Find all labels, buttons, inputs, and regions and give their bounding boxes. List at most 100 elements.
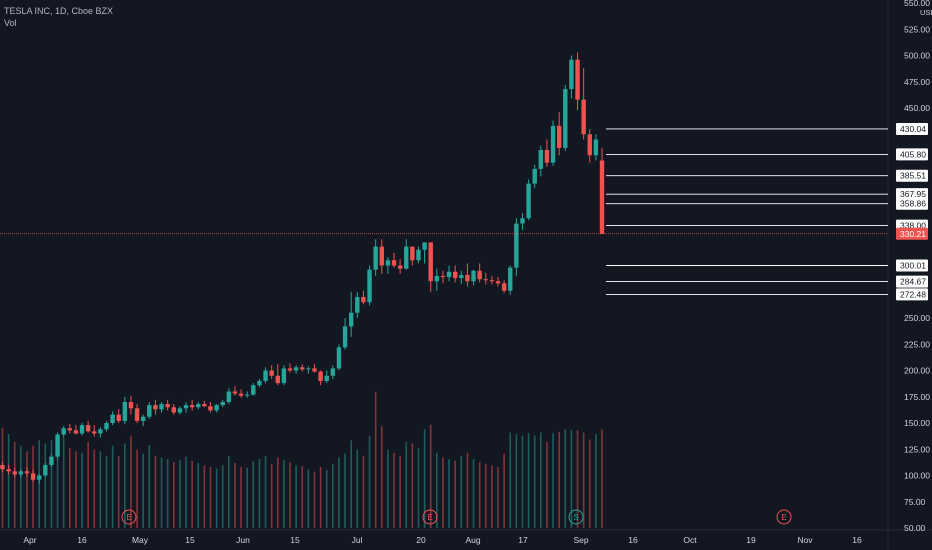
x-tick-label: Sep bbox=[573, 535, 588, 545]
candle-body bbox=[79, 425, 85, 434]
candle-body bbox=[177, 408, 183, 413]
volume-bar bbox=[191, 460, 193, 528]
candle-body bbox=[544, 150, 550, 163]
candle-body bbox=[471, 270, 476, 282]
candle-body bbox=[244, 394, 250, 396]
volume-bar bbox=[234, 463, 236, 528]
candle-body bbox=[318, 371, 323, 381]
event-label: E bbox=[781, 513, 786, 522]
event-marker bbox=[776, 509, 792, 525]
price-level-label: 300.01 bbox=[900, 260, 926, 270]
volume-bar bbox=[240, 466, 242, 528]
volume-bar bbox=[595, 434, 597, 528]
candle-body bbox=[306, 368, 311, 370]
volume-bar bbox=[7, 434, 10, 528]
candle-body bbox=[104, 423, 109, 430]
candle-body bbox=[575, 59, 580, 100]
y-tick-label: 125.00 bbox=[904, 444, 930, 454]
candle-body bbox=[599, 160, 605, 234]
volume-bar bbox=[546, 441, 548, 528]
volume-bar bbox=[105, 455, 108, 528]
y-tick-label: 450.00 bbox=[904, 103, 930, 113]
candle-body bbox=[550, 125, 556, 163]
candle-body bbox=[428, 242, 433, 282]
volume-bar bbox=[582, 432, 585, 528]
currency-label: USD bbox=[920, 8, 932, 17]
volume-bar bbox=[179, 459, 181, 528]
volume-bar bbox=[509, 432, 512, 528]
candle-body bbox=[538, 150, 544, 169]
volume-bar bbox=[564, 429, 567, 528]
symbol-title[interactable]: TESLA INC, 1D, Cboe BZX bbox=[4, 6, 114, 16]
candle-body bbox=[24, 471, 30, 474]
candle-body bbox=[508, 267, 513, 291]
price-level-tag bbox=[896, 275, 928, 288]
volume-bar bbox=[154, 455, 157, 528]
x-tick-label: 16 bbox=[77, 535, 87, 545]
volume-bar bbox=[319, 466, 322, 528]
y-tick-label: 50.00 bbox=[904, 523, 926, 533]
candle-body bbox=[122, 402, 128, 421]
candle-body bbox=[147, 405, 152, 417]
price-level-tag bbox=[896, 122, 928, 135]
candle-body bbox=[422, 242, 427, 250]
volume-bar bbox=[325, 470, 328, 528]
volume-bar bbox=[258, 459, 261, 528]
chart-header: TESLA INC, 1D, Cboe BZX Vol bbox=[4, 5, 113, 29]
volume-bar bbox=[576, 430, 579, 528]
x-tick-label: Apr bbox=[23, 535, 36, 545]
volume-bar bbox=[454, 460, 456, 528]
volume-bar bbox=[142, 453, 144, 528]
candle-body bbox=[73, 430, 79, 434]
volume-bar bbox=[484, 463, 487, 528]
candle-body bbox=[30, 473, 36, 480]
price-level-label: 358.86 bbox=[900, 199, 926, 209]
volume-bar bbox=[411, 443, 414, 528]
candle-body bbox=[477, 270, 482, 280]
volume-bar bbox=[160, 457, 163, 528]
volume-bar bbox=[276, 457, 279, 528]
volume-label[interactable]: Vol bbox=[4, 18, 17, 28]
candle-body bbox=[495, 281, 501, 284]
volume-bar bbox=[552, 433, 554, 528]
x-tick-label: 16 bbox=[628, 535, 638, 545]
volume-bar bbox=[166, 459, 169, 528]
candle-body bbox=[459, 274, 464, 279]
candle-body bbox=[110, 414, 115, 423]
volume-bar bbox=[436, 452, 438, 528]
volume-bar bbox=[405, 441, 408, 528]
volume-bar bbox=[185, 456, 187, 528]
price-level-label: 405.80 bbox=[900, 149, 926, 159]
candle-body bbox=[416, 249, 421, 261]
candle-body bbox=[465, 274, 470, 282]
candle-body bbox=[293, 367, 299, 371]
price-level-label: 430.04 bbox=[900, 124, 926, 134]
candle-body bbox=[269, 370, 274, 376]
volume-bar bbox=[50, 440, 53, 528]
volume-bar bbox=[136, 449, 138, 528]
last-price-label: 330.21 bbox=[900, 229, 926, 239]
price-level-tag bbox=[896, 188, 928, 201]
candle-body bbox=[43, 465, 48, 476]
candle-body bbox=[520, 218, 525, 224]
event-label: S bbox=[573, 513, 578, 522]
price-level-tag bbox=[896, 169, 928, 182]
volume-bar bbox=[515, 434, 518, 528]
price-level-label: 272.48 bbox=[900, 289, 926, 299]
price-level-tag bbox=[896, 259, 928, 272]
candle-body bbox=[434, 276, 440, 282]
candle-body bbox=[281, 368, 287, 384]
candle-body bbox=[232, 391, 238, 394]
volume-bar bbox=[417, 448, 420, 528]
volume-bar bbox=[264, 455, 267, 528]
event-marker bbox=[422, 509, 438, 525]
volume-bar bbox=[111, 445, 114, 528]
x-tick-label: Jul bbox=[352, 535, 363, 545]
candle-body bbox=[569, 59, 574, 90]
y-tick-label: 225.00 bbox=[904, 339, 930, 349]
volume-bar bbox=[393, 452, 395, 528]
candle-body bbox=[342, 326, 348, 348]
y-tick-label: 150.00 bbox=[904, 418, 930, 428]
